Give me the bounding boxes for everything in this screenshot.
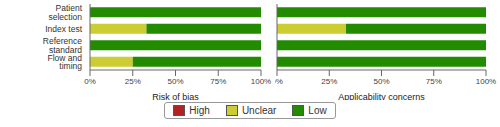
svg-text:75%: 75% <box>210 77 226 86</box>
html-text:High: High <box>189 105 210 116</box>
svg-text:75%: 75% <box>426 77 442 86</box>
svg-text:Applicability concerns: Applicability concerns <box>338 92 425 100</box>
html-text:Low: Low <box>308 105 327 116</box>
svg-text:25%: 25% <box>125 77 141 86</box>
svg-text:Risk of bias: Risk of bias <box>152 92 199 100</box>
svg-text:50%: 50% <box>373 77 389 86</box>
html-text:Unclear: Unclear <box>241 105 277 116</box>
svg-text:100%: 100% <box>251 77 271 86</box>
svg-text:Flow andtiming: Flow andtiming <box>48 53 83 72</box>
html-text:Reference: Reference <box>42 36 82 46</box>
svg-text:0%: 0% <box>84 77 96 86</box>
svg-text:50%: 50% <box>167 77 183 86</box>
svg-text:Index test: Index test <box>45 24 82 34</box>
html-text:standard: standard <box>48 44 82 55</box>
svg-text:25%: 25% <box>321 77 337 86</box>
svg-text:0%: 0% <box>275 77 283 86</box>
svg-text:Patientselection: Patientselection <box>48 3 82 22</box>
svg-text:100%: 100% <box>476 77 492 86</box>
